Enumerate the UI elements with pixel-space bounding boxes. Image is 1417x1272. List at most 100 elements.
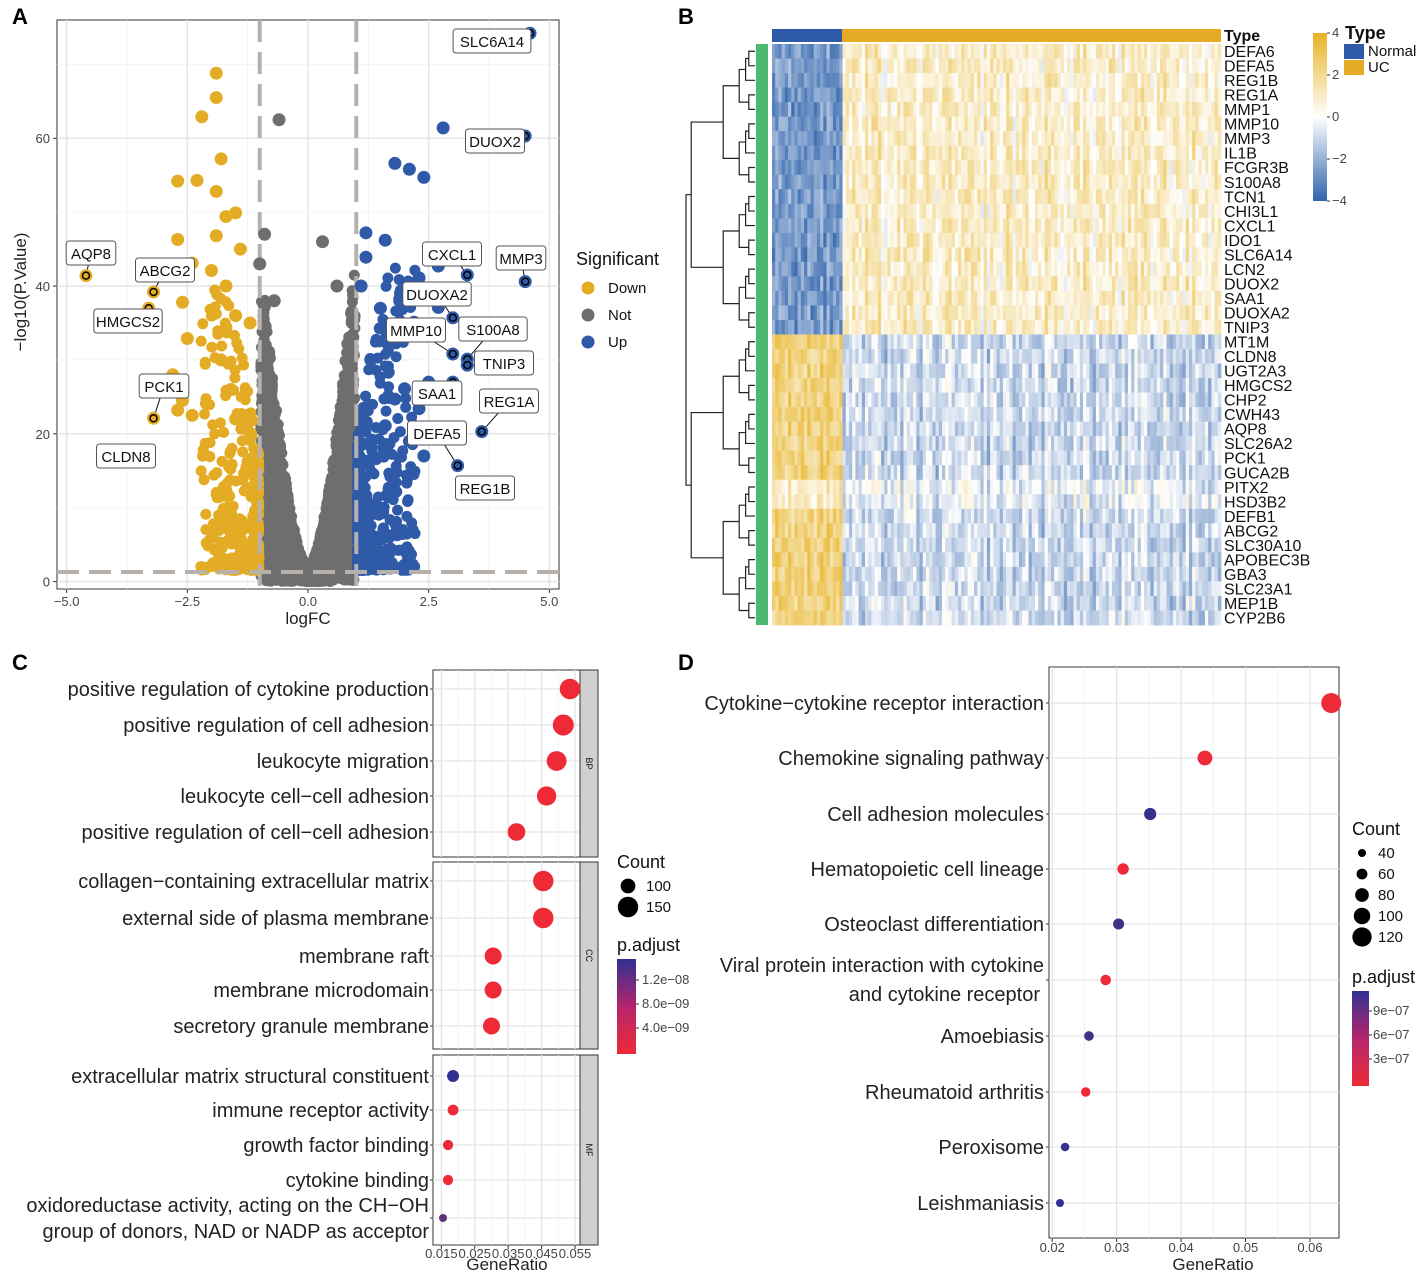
heatmap-cell: [1147, 131, 1151, 147]
dendrogram-branch: [745, 130, 755, 154]
heatmap-cell: [778, 203, 783, 219]
heatmap-cell: [1038, 87, 1042, 103]
heatmap-cell: [1063, 87, 1068, 103]
heatmap-cell: [1057, 116, 1062, 132]
heatmap-cell: [1034, 131, 1039, 147]
heatmap-cell: [925, 58, 930, 74]
heatmap-cell: [775, 87, 779, 103]
heatmap-cell: [1169, 145, 1174, 161]
heatmap-cell: [784, 218, 789, 234]
heatmap-cell: [1179, 73, 1183, 88]
heatmap-cell: [1012, 174, 1017, 190]
heatmap-cell: [919, 247, 924, 263]
heatmap-cell: [1099, 160, 1103, 176]
heatmap-cell: [1195, 58, 1199, 74]
heatmap-cell: [941, 73, 946, 88]
heatmap-cell: [797, 189, 802, 205]
volcano-point-down: [239, 394, 251, 406]
heatmap-cell: [784, 102, 789, 118]
heatmap-cell: [852, 116, 856, 132]
heatmap-cell: [900, 232, 904, 248]
heatmap-cell: [1018, 73, 1023, 88]
volcano-point-up: [382, 360, 394, 372]
heatmap-cell: [1095, 116, 1100, 132]
volcano-point-up: [402, 496, 414, 508]
heatmap-cell: [813, 73, 818, 88]
heatmap-cell: [970, 73, 975, 88]
heatmap-cell: [1185, 145, 1190, 161]
heatmap-cell: [839, 203, 843, 219]
heatmap-cell: [945, 232, 949, 248]
heatmap-cell: [1127, 189, 1132, 205]
heatmap-cell: [842, 131, 847, 147]
heatmap-cell: [909, 58, 914, 74]
heatmap-cell: [1073, 44, 1078, 59]
heatmap-cell: [1002, 116, 1007, 132]
heatmap-cell: [1185, 160, 1190, 176]
heatmap-cell: [1012, 44, 1017, 59]
heatmap-cell: [990, 87, 994, 103]
heatmap-cell: [974, 174, 978, 190]
volcano-point-not: [271, 494, 283, 506]
heatmap-cell: [1002, 102, 1007, 118]
heatmap-cell: [1054, 73, 1058, 88]
heatmap-cell: [961, 44, 965, 59]
heatmap-cell: [772, 218, 776, 234]
heatmap-cell: [929, 160, 933, 176]
heatmap-cell: [1022, 131, 1026, 147]
heatmap-cell: [858, 174, 863, 190]
heatmap-cell: [1163, 116, 1167, 132]
heatmap-cell: [1083, 44, 1087, 59]
heatmap-cell: [977, 44, 981, 59]
heatmap-cell: [1188, 218, 1193, 234]
volcano-point-down: [206, 341, 218, 353]
heatmap-cell: [816, 87, 821, 103]
heatmap-cell: [1015, 87, 1020, 103]
heatmap-cell: [1028, 160, 1033, 176]
heatmap-cell: [993, 116, 997, 132]
heatmap-cell: [983, 73, 988, 88]
volcano-point-up: [398, 382, 412, 396]
heatmap-cell: [855, 102, 859, 118]
heatmap-cell: [800, 145, 805, 161]
heatmap-cell: [1038, 189, 1042, 205]
volcano-point-not: [327, 494, 339, 506]
heatmap-cell: [861, 160, 866, 176]
heatmap-cell: [906, 203, 911, 219]
heatmap-cell: [890, 44, 895, 59]
heatmap-cell: [1041, 145, 1046, 161]
heatmap-cell: [874, 44, 879, 59]
heatmap-cell: [1031, 160, 1036, 176]
heatmap-cell: [1028, 145, 1033, 161]
heatmap-cell: [852, 203, 856, 219]
heatmap-cell: [919, 218, 924, 234]
heatmap-cell: [829, 203, 834, 219]
heatmap-cell: [1163, 131, 1167, 147]
heatmap-cell: [983, 203, 988, 219]
heatmap-cell: [1006, 58, 1010, 74]
heatmap-cell: [813, 218, 818, 234]
heatmap-cell: [813, 44, 818, 59]
volcano-point-up: [402, 162, 416, 176]
heatmap-cell: [1201, 102, 1206, 118]
heatmap-cell: [1025, 73, 1029, 88]
heatmap-cell: [1172, 174, 1177, 190]
heatmap-cell: [784, 232, 789, 248]
heatmap-cell: [967, 73, 972, 88]
heatmap-cell: [871, 131, 876, 147]
gene-label: DEFA5: [413, 426, 461, 443]
heatmap-cell: [887, 73, 892, 88]
heatmap-cell: [993, 218, 997, 234]
heatmap-cell: [1054, 145, 1058, 161]
heatmap-cell: [932, 87, 936, 103]
heatmap-cell: [868, 218, 872, 234]
heatmap-cell: [791, 58, 795, 74]
heatmap-cell: [1070, 189, 1074, 205]
heatmap-cell: [1185, 102, 1190, 118]
heatmap-cell: [980, 218, 985, 234]
heatmap-cell: [954, 203, 959, 219]
heatmap-cell: [1217, 87, 1222, 103]
heatmap-cell: [1163, 73, 1167, 88]
heatmap-cell: [1041, 160, 1046, 176]
heatmap-cell: [1041, 73, 1046, 88]
